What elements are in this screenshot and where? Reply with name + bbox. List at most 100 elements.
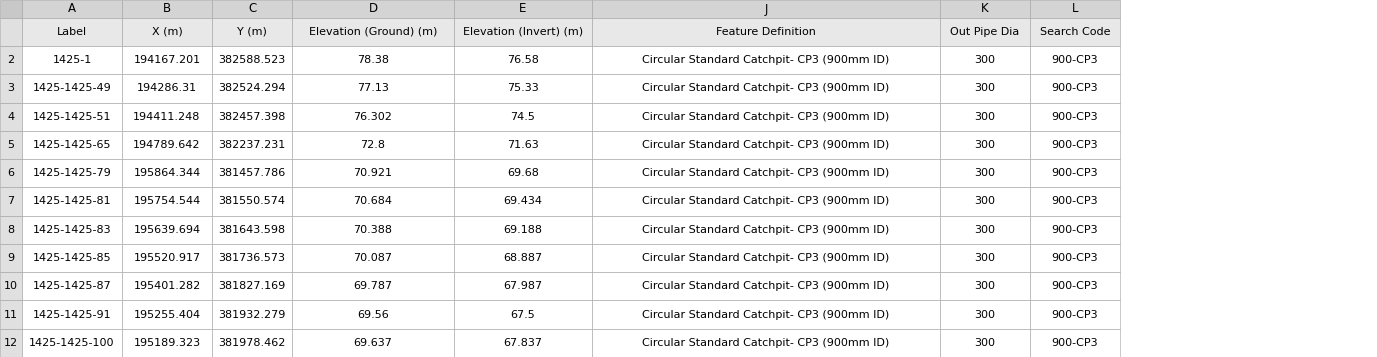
- Text: 300: 300: [975, 196, 996, 206]
- Text: 1425-1425-100: 1425-1425-100: [29, 338, 114, 348]
- Text: 195754.544: 195754.544: [134, 196, 201, 206]
- Bar: [592, 18, 940, 46]
- Text: 900-CP3: 900-CP3: [1052, 168, 1099, 178]
- Bar: [123, 244, 212, 272]
- Bar: [940, 159, 1030, 187]
- Text: 381457.786: 381457.786: [219, 168, 285, 178]
- Text: 1425-1425-91: 1425-1425-91: [33, 310, 112, 320]
- Bar: [212, 131, 292, 159]
- Text: 195639.694: 195639.694: [134, 225, 201, 235]
- Bar: [212, 301, 292, 329]
- Text: 1425-1425-85: 1425-1425-85: [33, 253, 112, 263]
- Text: 194167.201: 194167.201: [134, 55, 201, 65]
- Text: 194286.31: 194286.31: [136, 84, 197, 94]
- Bar: [292, 159, 454, 187]
- Bar: [123, 0, 212, 18]
- Bar: [592, 0, 940, 18]
- Text: 900-CP3: 900-CP3: [1052, 253, 1099, 263]
- Text: 69.434: 69.434: [504, 196, 543, 206]
- Text: 381736.573: 381736.573: [219, 253, 285, 263]
- Text: 300: 300: [975, 310, 996, 320]
- Text: Label: Label: [56, 27, 87, 37]
- Text: 1425-1425-81: 1425-1425-81: [33, 196, 112, 206]
- Text: 195189.323: 195189.323: [134, 338, 201, 348]
- Text: 900-CP3: 900-CP3: [1052, 84, 1099, 94]
- Bar: [292, 18, 454, 46]
- Text: 10: 10: [4, 281, 18, 291]
- Text: 1425-1: 1425-1: [52, 55, 92, 65]
- Text: 194411.248: 194411.248: [134, 112, 201, 122]
- Text: 382588.523: 382588.523: [219, 55, 285, 65]
- Bar: [123, 131, 212, 159]
- Text: 69.188: 69.188: [504, 225, 543, 235]
- Text: 1425-1425-79: 1425-1425-79: [33, 168, 112, 178]
- Text: Circular Standard Catchpit- CP3 (900mm ID): Circular Standard Catchpit- CP3 (900mm I…: [643, 281, 890, 291]
- Bar: [1030, 272, 1120, 301]
- Bar: [212, 46, 292, 74]
- Bar: [1030, 131, 1120, 159]
- Bar: [212, 0, 292, 18]
- Bar: [940, 46, 1030, 74]
- Bar: [212, 244, 292, 272]
- Bar: [123, 187, 212, 216]
- Bar: [22, 74, 123, 102]
- Text: K: K: [982, 2, 989, 15]
- Bar: [940, 301, 1030, 329]
- Bar: [123, 216, 212, 244]
- Bar: [0, 244, 22, 272]
- Text: 70.087: 70.087: [354, 253, 392, 263]
- Bar: [292, 46, 454, 74]
- Text: 2: 2: [7, 55, 15, 65]
- Text: 900-CP3: 900-CP3: [1052, 338, 1099, 348]
- Bar: [940, 74, 1030, 102]
- Text: 1425-1425-87: 1425-1425-87: [33, 281, 112, 291]
- Bar: [292, 216, 454, 244]
- Bar: [1030, 159, 1120, 187]
- Bar: [1030, 0, 1120, 18]
- Bar: [123, 46, 212, 74]
- Text: Circular Standard Catchpit- CP3 (900mm ID): Circular Standard Catchpit- CP3 (900mm I…: [643, 310, 890, 320]
- Bar: [292, 0, 454, 18]
- Bar: [454, 329, 592, 357]
- Text: 77.13: 77.13: [357, 84, 388, 94]
- Bar: [592, 46, 940, 74]
- Bar: [454, 216, 592, 244]
- Text: 70.684: 70.684: [354, 196, 392, 206]
- Text: 300: 300: [975, 112, 996, 122]
- Text: 900-CP3: 900-CP3: [1052, 281, 1099, 291]
- Text: 381932.279: 381932.279: [219, 310, 285, 320]
- Text: 381978.462: 381978.462: [219, 338, 285, 348]
- Bar: [22, 216, 123, 244]
- Bar: [0, 187, 22, 216]
- Text: 1425-1425-51: 1425-1425-51: [33, 112, 112, 122]
- Text: Circular Standard Catchpit- CP3 (900mm ID): Circular Standard Catchpit- CP3 (900mm I…: [643, 84, 890, 94]
- Text: 382457.398: 382457.398: [219, 112, 285, 122]
- Bar: [1030, 187, 1120, 216]
- Text: 1425-1425-83: 1425-1425-83: [33, 225, 112, 235]
- Bar: [454, 187, 592, 216]
- Text: L: L: [1071, 2, 1078, 15]
- Bar: [22, 329, 123, 357]
- Text: 8: 8: [7, 225, 15, 235]
- Bar: [22, 187, 123, 216]
- Bar: [292, 102, 454, 131]
- Text: 300: 300: [975, 84, 996, 94]
- Bar: [454, 18, 592, 46]
- Text: 900-CP3: 900-CP3: [1052, 112, 1099, 122]
- Bar: [212, 102, 292, 131]
- Text: 69.56: 69.56: [357, 310, 388, 320]
- Bar: [0, 272, 22, 301]
- Bar: [22, 46, 123, 74]
- Bar: [22, 244, 123, 272]
- Bar: [592, 329, 940, 357]
- Text: Circular Standard Catchpit- CP3 (900mm ID): Circular Standard Catchpit- CP3 (900mm I…: [643, 168, 890, 178]
- Bar: [1030, 46, 1120, 74]
- Bar: [0, 18, 22, 46]
- Bar: [454, 272, 592, 301]
- Text: J: J: [764, 2, 768, 15]
- Text: X (m): X (m): [151, 27, 182, 37]
- Bar: [22, 272, 123, 301]
- Bar: [940, 272, 1030, 301]
- Text: Circular Standard Catchpit- CP3 (900mm ID): Circular Standard Catchpit- CP3 (900mm I…: [643, 55, 890, 65]
- Bar: [0, 159, 22, 187]
